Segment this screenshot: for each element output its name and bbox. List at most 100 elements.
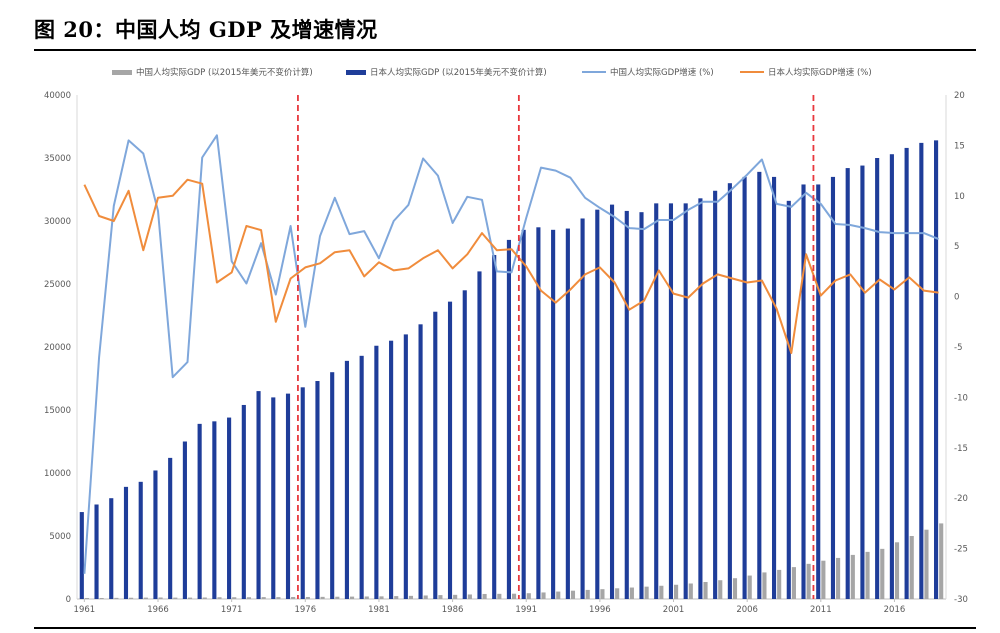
japan-gdp-bar [138, 481, 143, 599]
japan-gdp-bar [786, 200, 791, 599]
china-gdp-bar [791, 567, 796, 599]
japan-gdp-bar [418, 324, 423, 599]
china-gdp-bar [497, 593, 502, 599]
japan-gdp-bar [639, 212, 644, 599]
y-right-tick-label: 0 [954, 293, 959, 303]
japan-gdp-bar [79, 512, 84, 599]
legend-swatch [346, 69, 366, 75]
japan-gdp-bar [934, 140, 939, 600]
legend-item-china-bar: 中国人均实际GDP (以2015年美元不变价计算) [112, 66, 313, 78]
japan-gdp-bar [830, 176, 836, 599]
y-right-tick-label: -25 [954, 545, 968, 555]
china-gdp-bar [865, 551, 870, 599]
china-gdp-bar [762, 572, 767, 599]
japan-gdp-bar [727, 183, 732, 599]
legend-label: 中国人均实际GDP (以2015年美元不变价计算) [136, 68, 313, 78]
japan-gdp-bar [521, 229, 526, 599]
china-gdp-bar [84, 597, 89, 599]
china-gdp-bar [276, 597, 281, 599]
japan-gdp-bar [668, 203, 674, 600]
japan-gdp-bar [433, 311, 438, 599]
china-gdp-bar [217, 597, 222, 599]
china-gdp-bar [556, 591, 561, 599]
japan-gdp-bar [389, 340, 394, 599]
x-tick-label: 1991 [515, 605, 537, 615]
japan-gdp-bar [654, 203, 659, 600]
china-gdp-bar [467, 594, 472, 599]
legend-label: 日本人均实际GDP增速 (%) [768, 68, 872, 78]
china-gdp-bar [806, 563, 811, 599]
japan-gdp-bar [816, 184, 821, 599]
china-gdp-bar [291, 596, 296, 599]
japan-gdp-bars [79, 140, 939, 600]
china-gdp-bar [585, 589, 590, 599]
china-gdp-bar [394, 596, 399, 599]
japan-gdp-bar [315, 381, 320, 599]
china-gdp-bar [320, 596, 325, 599]
y-right-tick-label: -15 [954, 444, 968, 454]
x-tick-label: 2011 [810, 605, 832, 615]
china-gdp-bar [173, 597, 178, 599]
china-gdp-bar [305, 596, 310, 599]
china-gdp-bar [423, 595, 428, 599]
japan-gdp-bar [771, 176, 777, 599]
china-gdp-bar [541, 592, 546, 599]
china-gdp-bar [364, 596, 369, 599]
japan-gdp-bar [109, 498, 114, 599]
china-gdp-bar [335, 596, 340, 599]
china-gdp-bars [84, 523, 944, 599]
legend-swatch [582, 71, 606, 73]
japan-gdp-bar [168, 457, 173, 599]
japan-gdp-bar [477, 271, 482, 599]
japan-gdp-bar [580, 218, 585, 600]
china-gdp-bar [880, 548, 885, 599]
china-gdp-bar [114, 597, 119, 599]
japan-gdp-bar [123, 486, 129, 599]
japan-gdp-bar [860, 165, 865, 599]
china-gdp-bar [232, 597, 237, 599]
x-tick-label: 2006 [736, 605, 758, 615]
figure-title: 图 20：中国人均 GDP 及增速情况 [34, 17, 378, 42]
china-gdp-bar [526, 593, 531, 599]
y-left-tick-label: 25000 [44, 280, 71, 290]
china-gdp-bar [894, 542, 900, 599]
y-left-tick-label: 0 [66, 595, 71, 605]
china-gdp-bar [202, 597, 207, 599]
japan-gdp-bar [492, 255, 497, 599]
japan-gdp-bar [624, 210, 629, 600]
legend-label: 中国人均实际GDP增速 (%) [610, 68, 714, 78]
japan-gdp-bar [801, 184, 806, 599]
japan-gdp-bar [875, 158, 880, 599]
x-tick-label: 1981 [368, 605, 390, 615]
china-gdp-bar [482, 593, 487, 599]
japan-gdp-bar [182, 441, 187, 599]
japan-gdp-bar [344, 360, 349, 599]
y-left-tick-label: 40000 [44, 91, 71, 101]
china-gdp-bar [836, 557, 841, 599]
y-right-tick-label: -20 [954, 494, 968, 504]
legend-swatch [740, 71, 764, 73]
china-gdp-bar [674, 584, 679, 599]
china-gdp-bar [688, 583, 693, 599]
japan-gdp-bar [506, 239, 511, 599]
china-gdp-bar [143, 597, 148, 599]
legend-swatch [112, 69, 132, 75]
y-right-tick-label: 20 [954, 91, 965, 101]
japan-gdp-bar [919, 142, 924, 599]
japan-gdp-bar [153, 470, 158, 599]
japan-gdp-bar [742, 176, 747, 599]
japan-gdp-bar [330, 372, 335, 599]
japan-gdp-bar [565, 228, 570, 599]
y-left-tick-label: 15000 [44, 406, 71, 416]
china-gdp-bar [747, 575, 752, 599]
bottom-rule [34, 627, 976, 629]
x-tick-label: 1986 [442, 605, 464, 615]
china-gdp-bar [644, 586, 649, 599]
china-gdp-bar [99, 597, 104, 599]
china-gdp-bar [408, 595, 414, 599]
japan-gdp-bar [757, 171, 762, 600]
x-tick-label: 1971 [221, 605, 243, 615]
japan-gdp-bar [271, 397, 276, 599]
y-left-tick-label: 30000 [44, 217, 71, 227]
